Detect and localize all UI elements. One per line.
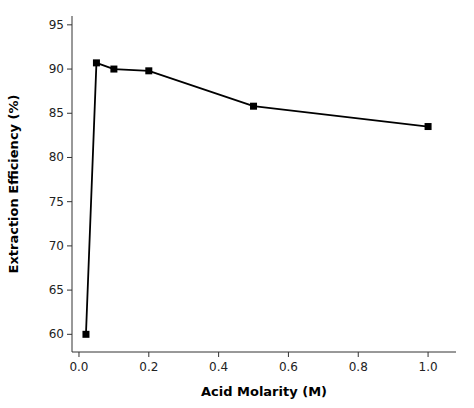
y-tick-label: 75 <box>49 195 64 209</box>
x-tick <box>148 352 149 357</box>
chart-container: 0.0 0.2 0.4 0.6 0.8 1.0 60 65 70 75 80 85 90 95 Acid M… <box>0 0 474 408</box>
x-tick <box>288 352 289 357</box>
y-tick-label: 85 <box>49 106 64 120</box>
x-axis-label: Acid Molarity (M) <box>201 384 327 399</box>
x-tick-label: 0.6 <box>279 360 298 374</box>
y-tick <box>67 201 72 202</box>
marker <box>425 123 432 130</box>
y-tick-label: 60 <box>49 327 64 341</box>
x-tick <box>358 352 359 357</box>
chart: 0.0 0.2 0.4 0.6 0.8 1.0 60 65 70 75 80 85 90 95 Acid M… <box>0 0 474 408</box>
x-tick-label: 0.8 <box>349 360 368 374</box>
x-tick-label: 1.0 <box>419 360 438 374</box>
y-tick <box>67 24 72 25</box>
y-tick <box>67 290 72 291</box>
x-tick-label: 0.2 <box>139 360 158 374</box>
y-axis-line <box>72 16 73 352</box>
y-tick-label: 70 <box>49 239 64 253</box>
x-tick <box>428 352 429 357</box>
x-tick <box>78 352 79 357</box>
y-tick <box>67 157 72 158</box>
marker <box>250 103 257 110</box>
x-tick-label: 0.4 <box>209 360 228 374</box>
y-tick <box>67 245 72 246</box>
marker <box>110 66 117 73</box>
y-tick <box>67 69 72 70</box>
y-tick-label: 65 <box>49 283 64 297</box>
y-tick <box>67 334 72 335</box>
plot-area <box>82 59 431 337</box>
y-tick-label: 80 <box>49 150 64 164</box>
y-tick-label: 90 <box>49 62 64 76</box>
marker <box>145 67 152 74</box>
y-tick-label: 95 <box>49 18 64 32</box>
x-tick <box>218 352 219 357</box>
marker <box>93 59 100 66</box>
x-axis-line <box>72 352 456 353</box>
y-axis-label: Extraction Efficiency (%) <box>6 95 21 274</box>
marker <box>82 331 89 338</box>
line <box>86 63 428 334</box>
x-tick-label: 0.0 <box>69 360 88 374</box>
y-tick <box>67 113 72 114</box>
